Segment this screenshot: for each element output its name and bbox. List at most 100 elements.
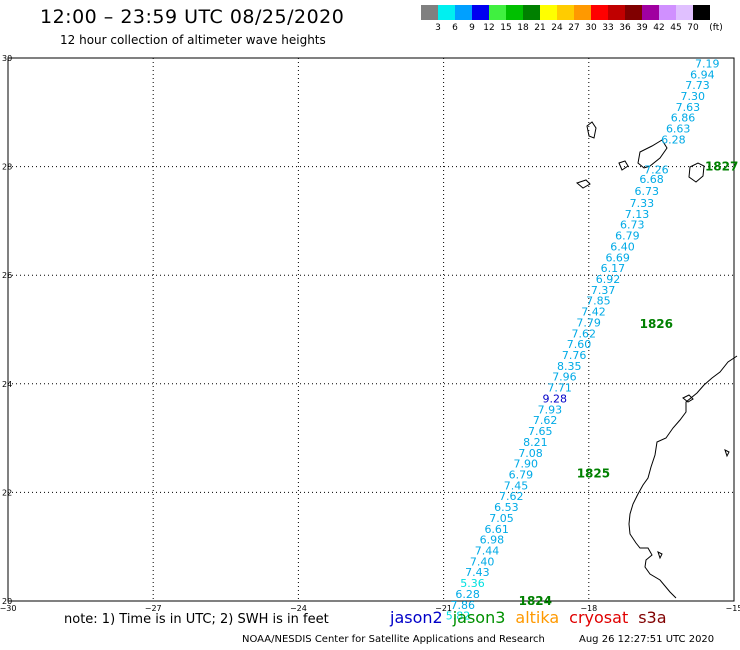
swh-value: 7.08 (518, 447, 543, 460)
pass-label: 1827 (705, 160, 738, 174)
colorbar-label: 42 (653, 23, 665, 33)
lon-tick-label: −27 (145, 604, 162, 613)
colorbar-swatch (608, 5, 625, 20)
swh-value: 7.42 (581, 306, 606, 319)
swh-value: 6.28 (455, 588, 480, 601)
lat-tick-label: 22 (2, 488, 12, 497)
colorbar-label: 21 (534, 23, 546, 33)
colorbar-label: 3 (435, 23, 441, 33)
swh-value: 6.73 (620, 219, 645, 232)
swh-value: 7.33 (630, 197, 655, 210)
coast-el-hierro (575, 179, 591, 189)
swh-value: 7.45 (504, 479, 529, 492)
swh-value: 7.79 (576, 316, 601, 329)
colorbar-swatch (625, 5, 642, 20)
swh-value: 6.40 (610, 240, 635, 253)
mission-s3a: s3a (638, 608, 667, 627)
colorbar-swatch (676, 5, 693, 20)
swh-value: 7.93 (538, 403, 563, 416)
swh-value: 9.28 (543, 392, 568, 405)
swh-value: 7.37 (591, 284, 616, 297)
lat-tick-label: 24 (2, 380, 12, 389)
swh-value: 7.65 (528, 425, 553, 438)
coastline (575, 121, 738, 599)
colorbar-swatch (659, 5, 676, 20)
colorbar-swatch (438, 5, 455, 20)
swh-value: 6.79 (509, 468, 534, 481)
swh-value: 6.69 (605, 251, 630, 264)
swh-value: 6.68 (639, 173, 664, 186)
lat-tick-label: 20 (2, 597, 12, 606)
swh-value: 7.76 (562, 349, 587, 362)
swh-value: 7.44 (475, 545, 500, 558)
pass-labels: 1827 1826 1825 1824 (519, 160, 739, 608)
coast-small-isle (657, 551, 663, 560)
swh-value: 7.60 (567, 338, 592, 351)
colorbar-label: 30 (585, 23, 597, 33)
colorbar-swatch (489, 5, 506, 20)
swh-value: 7.62 (533, 414, 558, 427)
coast-la-palma (586, 121, 597, 139)
colorbar-swatch (472, 5, 489, 20)
swh-value: 7.30 (680, 90, 705, 103)
swh-value: 6.73 (634, 185, 659, 198)
swh-value: 5.82 (446, 610, 471, 623)
footer-timestamp: Aug 26 12:27:51 UTC 2020 (579, 634, 715, 645)
colorbar-label: 24 (551, 23, 563, 33)
lon-tick-label: −24 (290, 604, 307, 613)
swh-value: 6.61 (484, 523, 509, 536)
swh-value: 7.43 (465, 566, 490, 579)
swh-value: 6.79 (615, 230, 640, 243)
colorbar-swatch (591, 5, 608, 20)
colorbar-label: 45 (670, 23, 682, 33)
swh-value: 5.36 (460, 577, 485, 590)
swh-value: 7.62 (499, 490, 524, 503)
lat-tick-label: 28 (2, 163, 12, 172)
swh-value: 7.62 (572, 327, 597, 340)
map-frame (7, 57, 735, 602)
lon-tick-label: −21 (435, 604, 452, 613)
colorbar-swatch (574, 5, 591, 20)
coast-gran-canaria (688, 162, 705, 183)
colorbar-label: 33 (602, 23, 614, 33)
coast-cape-spot (682, 394, 694, 403)
swh-value: 7.86 (451, 599, 476, 612)
swh-value: 6.63 (666, 123, 691, 136)
swh-value: 6.53 (494, 501, 519, 514)
swh-value: 7.71 (547, 382, 572, 395)
footer-credit: NOAA/NESDIS Center for Satellite Applica… (242, 634, 545, 645)
swh-value: 6.92 (596, 273, 621, 286)
colorbar-swatch (540, 5, 557, 20)
colorbar-unit: (ft) (709, 23, 723, 33)
lon-tick-label: −30 (0, 604, 16, 613)
swh-value: 7.73 (685, 79, 710, 92)
coast-rock-east (724, 449, 730, 458)
coast-tenerife (637, 139, 668, 169)
coast-africa (628, 355, 738, 599)
mission-legend: jason2 jason3 altika cryosat s3a (390, 608, 677, 627)
colorbar-label: 12 (483, 23, 495, 33)
colorbar-label: 39 (636, 23, 648, 33)
swh-value: 8.21 (523, 436, 548, 449)
colorbar-swatch (506, 5, 523, 20)
altimeter-track: 7.196.947.737.307.636.866.636.287.266.68… (446, 57, 720, 622)
lon-tick-label: −15 (726, 604, 740, 613)
swh-value: 7.26 (644, 163, 669, 176)
map-title: 12:00 – 23:59 UTC 08/25/2020 (40, 6, 345, 28)
swh-value: 6.28 (661, 133, 686, 146)
colorbar-swatch (455, 5, 472, 20)
swh-value: 7.96 (552, 371, 577, 384)
coast-la-gomera (618, 160, 629, 171)
swh-value: 6.86 (671, 112, 696, 125)
colorbar-label: 36 (619, 23, 631, 33)
map-subtitle: 12 hour collection of altimeter wave hei… (60, 33, 326, 47)
colorbar-label: 6 (452, 23, 458, 33)
swh-value: 6.94 (690, 68, 715, 81)
pass-label: 1824 (519, 594, 552, 608)
colorbar-label: 18 (517, 23, 529, 33)
mission-jason3: jason3 (452, 608, 506, 627)
pass-label: 1825 (577, 466, 610, 480)
lat-tick-label: 26 (2, 271, 12, 280)
swh-value: 8.35 (557, 360, 582, 373)
